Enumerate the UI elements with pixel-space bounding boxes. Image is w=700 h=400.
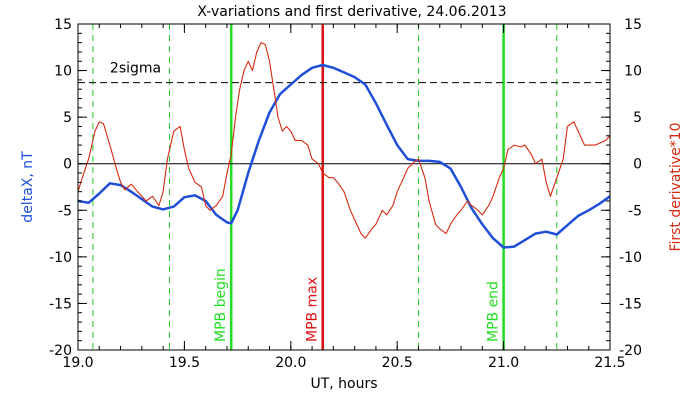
y-left-tick-label: -20	[49, 343, 72, 359]
y-left-tick-label: -10	[49, 250, 72, 266]
x-tick-label: 20.0	[275, 355, 306, 371]
plot-frame	[77, 23, 611, 351]
x-tick-label: 19.0	[62, 355, 93, 371]
y-left-tick-label: 5	[63, 110, 72, 126]
x-tick-label: 20.5	[382, 355, 413, 371]
marker-label-mpb-end: MPB end	[486, 281, 502, 342]
y-axis-left-label: deltaX, nT	[20, 151, 36, 223]
y-right-tick-label: 0	[633, 157, 642, 173]
x-tick-label: 21.5	[594, 355, 625, 371]
x-tick-label: 21.0	[488, 355, 519, 371]
y-left-tick-label: -15	[49, 296, 72, 312]
y-right-tick-label: 10	[624, 64, 642, 80]
y-right-tick-label: -10	[619, 250, 642, 266]
y-left-tick-label: 10	[54, 64, 72, 80]
series-derivative-line	[77, 42, 611, 239]
chart-title: X-variations and first derivative, 24.06…	[197, 4, 506, 20]
marker-label-mpb-begin: MPB begin	[213, 268, 229, 342]
plot-area: 2sigma MPB begin MPB max MPB end 19.0 19.5 20.…	[49, 17, 642, 371]
y-axis-right-label: First derivative*10	[668, 122, 684, 251]
y-right-tick-label: -5	[628, 203, 642, 219]
threshold-label: 2sigma	[110, 61, 161, 77]
y-left-tick-label: 0	[63, 157, 72, 173]
y-right-tick-label: -20	[619, 343, 642, 359]
marker-label-mpb-max: MPB max	[305, 277, 321, 342]
y-right-tick-label: 15	[624, 17, 642, 33]
y-right-tick-label: -15	[619, 296, 642, 312]
x-tick-label: 19.5	[169, 355, 200, 371]
y-left-tick-label: -5	[58, 203, 72, 219]
y-right-tick-label: 5	[633, 110, 642, 126]
x-axis-label: UT, hours	[310, 376, 377, 392]
y-left-tick-label: 15	[54, 17, 72, 33]
series-deltax-line	[77, 63, 611, 249]
